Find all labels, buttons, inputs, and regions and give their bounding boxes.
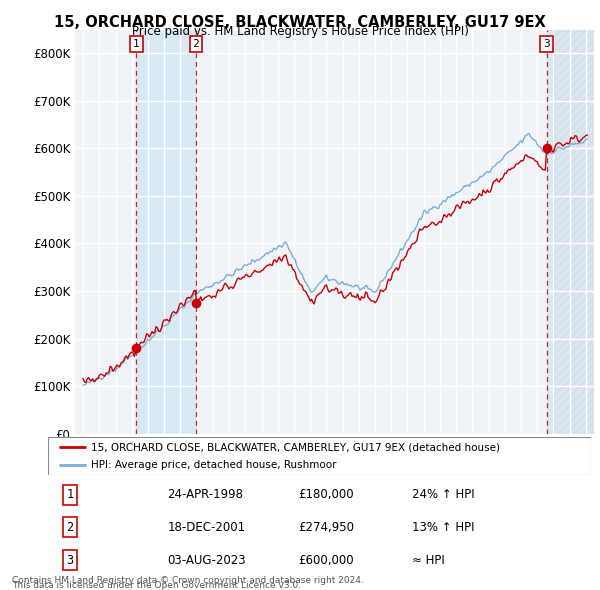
Text: 15, ORCHARD CLOSE, BLACKWATER, CAMBERLEY, GU17 9EX: 15, ORCHARD CLOSE, BLACKWATER, CAMBERLEY…: [54, 15, 546, 30]
Text: 13% ↑ HPI: 13% ↑ HPI: [412, 521, 475, 534]
Text: HPI: Average price, detached house, Rushmoor: HPI: Average price, detached house, Rush…: [91, 460, 337, 470]
Text: This data is licensed under the Open Government Licence v3.0.: This data is licensed under the Open Gov…: [12, 581, 301, 590]
Text: £180,000: £180,000: [298, 488, 353, 501]
Text: 3: 3: [543, 39, 550, 49]
Bar: [136, 30, 196, 434]
FancyBboxPatch shape: [48, 437, 591, 475]
Text: 2: 2: [193, 39, 199, 49]
Text: Price paid vs. HM Land Registry's House Price Index (HPI): Price paid vs. HM Land Registry's House …: [131, 25, 469, 38]
Text: 15, ORCHARD CLOSE, BLACKWATER, CAMBERLEY, GU17 9EX (detached house): 15, ORCHARD CLOSE, BLACKWATER, CAMBERLEY…: [91, 442, 500, 453]
Text: 03-AUG-2023: 03-AUG-2023: [167, 553, 246, 566]
Bar: [547, 30, 553, 434]
Text: 18-DEC-2001: 18-DEC-2001: [167, 521, 245, 534]
Text: £600,000: £600,000: [298, 553, 353, 566]
Text: 1: 1: [66, 488, 73, 501]
Text: ≈ HPI: ≈ HPI: [412, 553, 445, 566]
Text: 3: 3: [66, 553, 73, 566]
Text: 2: 2: [66, 521, 73, 534]
Bar: [553, 30, 594, 434]
Text: £274,950: £274,950: [298, 521, 354, 534]
Text: 1: 1: [133, 39, 140, 49]
Text: 24% ↑ HPI: 24% ↑ HPI: [412, 488, 475, 501]
Text: 24-APR-1998: 24-APR-1998: [167, 488, 244, 501]
Text: Contains HM Land Registry data © Crown copyright and database right 2024.: Contains HM Land Registry data © Crown c…: [12, 576, 364, 585]
